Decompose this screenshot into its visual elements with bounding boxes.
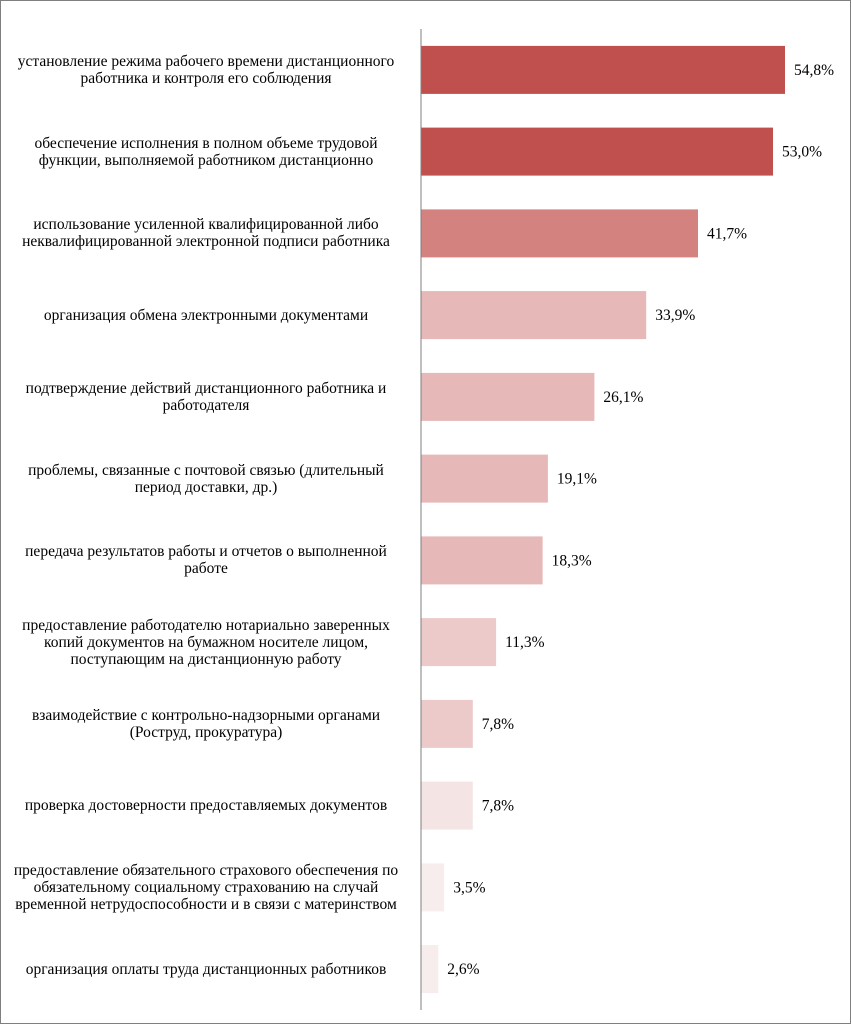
category-label-8: предоставление работодателю нотариально … (22, 616, 390, 668)
value-label-6: 19,1% (557, 471, 597, 488)
category-label-4: организация обмена электронными документ… (43, 306, 369, 324)
bar-9 (421, 699, 473, 748)
value-label-10: 7,8% (482, 798, 514, 815)
category-label-7: передача результатов работы и отчетов о … (25, 543, 387, 578)
category-label-1: установление режима рабочего времени дис… (17, 52, 395, 87)
value-label-7: 18,3% (552, 552, 592, 569)
bar-1 (421, 45, 785, 94)
bars-group (421, 45, 785, 994)
bar-11 (421, 863, 445, 912)
bar-2 (421, 127, 773, 176)
bar-5 (421, 372, 595, 421)
category-label-12: организация оплаты труда дистанционных р… (25, 960, 387, 978)
value-label-11: 3,5% (453, 879, 485, 896)
bar-3 (421, 209, 698, 258)
bar-8 (421, 618, 497, 667)
value-label-4: 33,9% (655, 307, 695, 324)
value-label-2: 53,0% (782, 144, 822, 161)
bar-4 (421, 291, 647, 340)
category-label-5: подтверждение действий дистанционного ра… (25, 379, 387, 414)
category-label-9: взаимодействие с контрольно-надзорными о… (31, 706, 381, 741)
bar-7 (421, 536, 543, 585)
value-label-5: 26,1% (603, 389, 643, 406)
category-label-6: проблемы, связанные с почтовой связью (д… (28, 461, 384, 496)
value-label-3: 41,7% (707, 225, 747, 242)
value-label-1: 54,8% (794, 62, 834, 79)
value-label-12: 2,6% (447, 961, 479, 978)
category-label-2: обеспечение исполнения в полном объеме т… (34, 134, 378, 169)
value-label-8: 11,3% (505, 634, 545, 651)
category-label-11: предоставление обязательного страхового … (13, 861, 399, 913)
bar-6 (421, 454, 548, 503)
value-labels-group: 54,8% 53,0% 41,7% 33,9% 26,1% 19,1% 18,3% 11,3%… (447, 62, 834, 978)
bar-12 (421, 945, 439, 994)
category-label-3: использование усиленной квалифицированно… (22, 216, 390, 251)
category-label-10: проверка достоверности предоставляемых д… (24, 797, 388, 815)
value-label-9: 7,8% (482, 716, 514, 733)
bar-10 (421, 781, 473, 830)
